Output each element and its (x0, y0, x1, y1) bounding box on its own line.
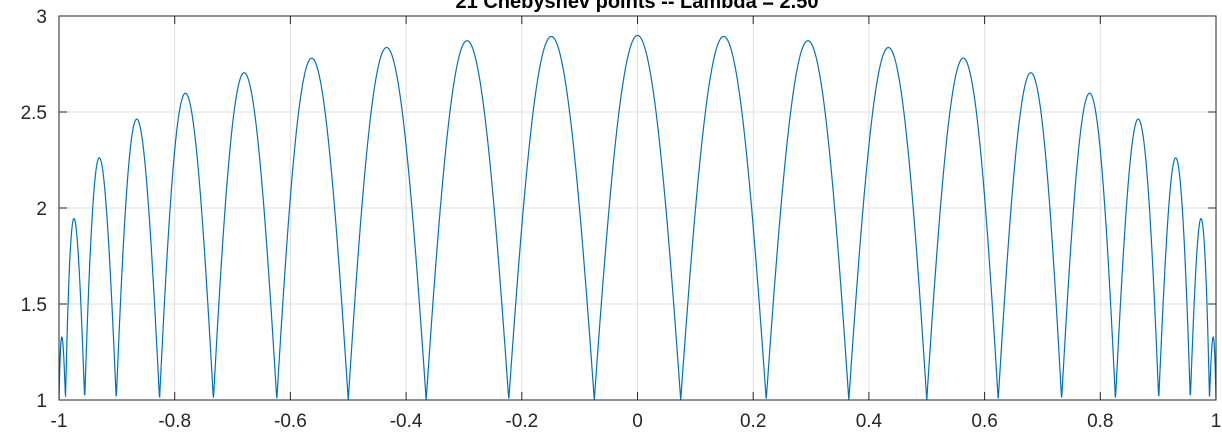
x-tick-label: -0.6 (274, 411, 307, 432)
series-line-lebesgue-function (59, 34, 1216, 400)
x-tick-label: 0.4 (856, 411, 883, 432)
x-tick-label: 0.2 (740, 411, 766, 432)
x-tick-label: 0 (632, 411, 643, 432)
x-tick-label: -1 (51, 411, 68, 432)
y-tick-label: 1.5 (21, 295, 47, 316)
tick-labels: -1 -0.8 -0.6 -0.4 -0.2 0 0.2 0.4 0.6 0.8 1 1 1.5 2 2.5… (21, 7, 1222, 432)
x-tick-label: -0.4 (390, 411, 423, 432)
x-tick-label: -0.2 (505, 411, 538, 432)
chart-title: 21 Chebyshev points -- Lambda = 2.50 (456, 0, 819, 13)
x-tick-label: 0.8 (1087, 411, 1113, 432)
x-tick-label: 1 (1211, 411, 1222, 432)
y-tick-label: 3 (36, 7, 47, 28)
y-tick-label: 2.5 (21, 103, 47, 124)
y-tick-label: 1 (36, 391, 47, 412)
x-tick-label: -0.8 (158, 411, 191, 432)
x-tick-label: 0.6 (971, 411, 997, 432)
axis-ticks (58, 15, 1217, 401)
y-tick-label: 2 (36, 199, 47, 220)
